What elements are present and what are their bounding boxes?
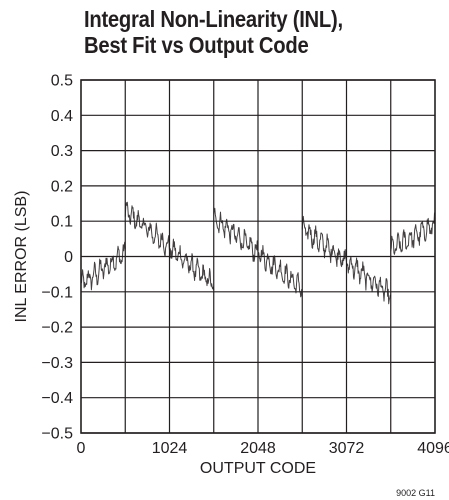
y-tick-label: 0: [64, 249, 73, 266]
y-tick-label: 0.3: [51, 143, 73, 160]
figure-code: 9002 G11: [396, 488, 435, 498]
inl-trace-segment: [124, 201, 215, 291]
x-tick-labels: 0 1024 2048 3072 4096: [77, 440, 449, 457]
x-tick-label: 4096: [417, 440, 449, 457]
y-tick-labels: 0.5 0.4 0.3 0.2 0.1 0 −0.1 −0.2 −0.3 −0.4 −0.5: [41, 73, 73, 443]
x-tick-label: 2048: [240, 440, 276, 457]
x-tick-label: 1024: [152, 440, 188, 457]
inl-trace: [80, 201, 436, 305]
y-axis-label: INL ERROR (LSB): [13, 191, 30, 323]
y-tick-label: 0.1: [51, 214, 73, 231]
y-tick-label: −0.3: [41, 355, 73, 372]
inl-trace-segment: [80, 241, 126, 291]
x-axis-label: OUTPUT CODE: [200, 460, 316, 477]
chart-title-line-2: Best Fit vs Output Code: [84, 32, 309, 58]
x-tick-label: 0: [77, 440, 86, 457]
y-tick-label: 0.2: [51, 178, 73, 195]
plot-frame: [80, 79, 436, 434]
inl-trace-segment: [390, 212, 436, 255]
y-tick-label: −0.5: [41, 426, 73, 443]
chart-title: Integral Non-Linearity (INL), Best Fit v…: [84, 6, 343, 58]
y-tick-label: −0.2: [41, 320, 73, 337]
inl-trace-segment: [213, 207, 303, 298]
chart-title-line-1: Integral Non-Linearity (INL),: [84, 6, 343, 32]
grid: [81, 79, 435, 434]
inl-trace-segment: [301, 215, 392, 305]
y-tick-label: −0.4: [41, 390, 73, 407]
y-tick-label: −0.1: [41, 284, 73, 301]
y-tick-label: 0.5: [51, 73, 73, 90]
y-tick-label: 0.4: [51, 108, 73, 125]
x-tick-label: 3072: [329, 440, 365, 457]
